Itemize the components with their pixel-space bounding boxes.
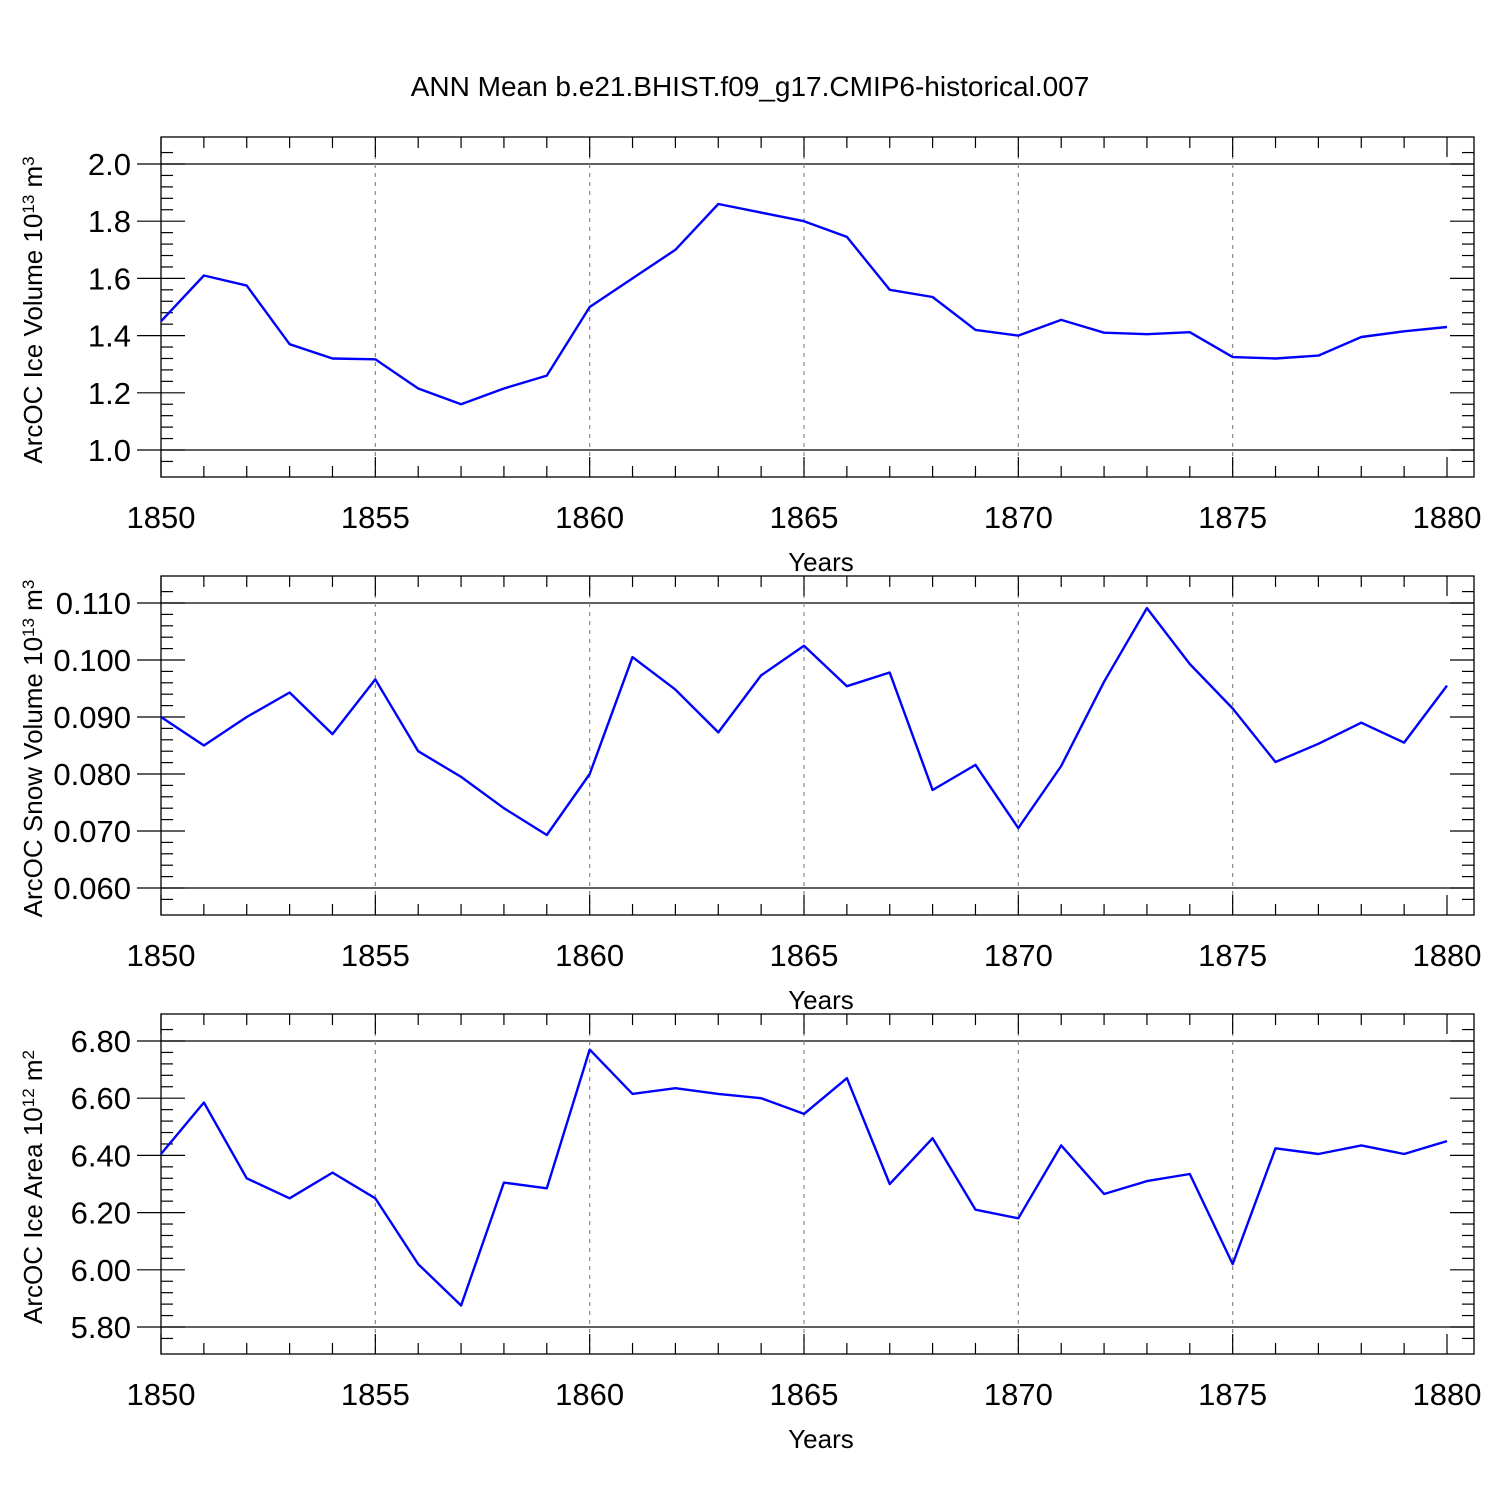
panel-3: 5.80 6.00 6.20 6.40 6.60 6.80 1850 1855 1860 1865… [18, 1013, 1482, 1454]
y-axis-title-superscript: 2 [19, 1050, 38, 1059]
x-tick-label: 1880 [1413, 1377, 1482, 1412]
x-tick-label: 1855 [341, 938, 410, 973]
y-tick-label: 6.80 [71, 1024, 131, 1059]
panel-1: 1.0 1.2 1.4 1.6 1.8 2.0 1850 1855 1860 1865 1870 18… [18, 136, 1482, 577]
x-tick-label: 1865 [770, 1377, 839, 1412]
x-tick-label: 1855 [341, 1377, 410, 1412]
x-tick-label: 1870 [984, 500, 1053, 535]
x-axis-title: Years [788, 985, 854, 1015]
y-tick-label: 2.0 [88, 147, 131, 182]
y-tick-label: 0.100 [53, 643, 131, 678]
y-axis-title-superscript: 3 [19, 156, 38, 165]
y-axis-title-part: ArcOC Snow Volume 10 [18, 637, 48, 917]
x-tick-label: 1875 [1198, 938, 1267, 973]
y-axis-title: ArcOC Ice Volume 1013 m3 [18, 156, 48, 463]
series-line [160, 202, 1448, 406]
y-tick-label: 6.00 [71, 1253, 131, 1288]
y-tick-label: 6.20 [71, 1196, 131, 1231]
y-axis-title-superscript: 13 [19, 618, 38, 637]
x-tick-label: 1870 [984, 1377, 1053, 1412]
panel-2: 0.060 0.070 0.080 0.090 0.100 0.110 1850 1855 18… [18, 575, 1482, 1015]
x-tick-label: 1875 [1198, 500, 1267, 535]
x-tick-label: 1880 [1413, 938, 1482, 973]
y-axis-title: ArcOC Ice Area 1012 m2 [18, 1050, 48, 1324]
y-tick-label: 1.4 [88, 319, 131, 354]
x-tick-label: 1855 [341, 500, 410, 535]
y-tick-label: 0.080 [53, 757, 131, 792]
x-axis-title: Years [788, 1424, 854, 1454]
y-axis-title-superscript: 13 [19, 195, 38, 214]
x-axis-title: Years [788, 547, 854, 577]
y-tick-label: 1.8 [88, 204, 131, 239]
y-tick-label: 1.2 [88, 376, 131, 411]
x-tick-label: 1850 [127, 1377, 196, 1412]
y-axis-title-superscript: 3 [19, 580, 38, 589]
y-tick-label: 0.090 [53, 700, 131, 735]
y-tick-label: 0.060 [53, 871, 131, 906]
plot-frame [160, 136, 1475, 478]
y-tick-label: 5.80 [71, 1310, 131, 1345]
y-axis-title: ArcOC Snow Volume 1013 m3 [18, 580, 48, 918]
y-axis-title-superscript: 12 [19, 1088, 38, 1107]
series-line [160, 1048, 1448, 1307]
y-tick-label: 6.40 [71, 1138, 131, 1173]
plot-frame [160, 1013, 1475, 1355]
x-tick-label: 1865 [770, 938, 839, 973]
y-axis-title-part: m [18, 1059, 48, 1088]
y-axis-title-part: ArcOC Ice Volume 10 [18, 214, 48, 464]
x-tick-label: 1870 [984, 938, 1053, 973]
y-axis-title-part: m [18, 589, 48, 618]
y-tick-label: 6.60 [71, 1081, 131, 1116]
y-tick-label: 1.0 [88, 433, 131, 468]
x-tick-label: 1850 [127, 938, 196, 973]
y-tick-label: 1.6 [88, 261, 131, 296]
x-tick-label: 1860 [555, 500, 624, 535]
x-tick-label: 1860 [555, 938, 624, 973]
y-axis-title-part: ArcOC Ice Area 10 [18, 1107, 48, 1324]
x-tick-label: 1860 [555, 1377, 624, 1412]
x-tick-label: 1875 [1198, 1377, 1267, 1412]
plot-frame [160, 575, 1475, 916]
x-tick-label: 1865 [770, 500, 839, 535]
y-axis-title-part: m [18, 166, 48, 195]
y-tick-label: 0.070 [53, 814, 131, 849]
x-tick-label: 1850 [127, 500, 196, 535]
series-line [160, 606, 1448, 837]
y-tick-label: 0.110 [56, 586, 131, 621]
chart-title: ANN Mean b.e21.BHIST.f09_g17.CMIP6-histo… [411, 71, 1090, 102]
x-tick-label: 1880 [1413, 500, 1482, 535]
